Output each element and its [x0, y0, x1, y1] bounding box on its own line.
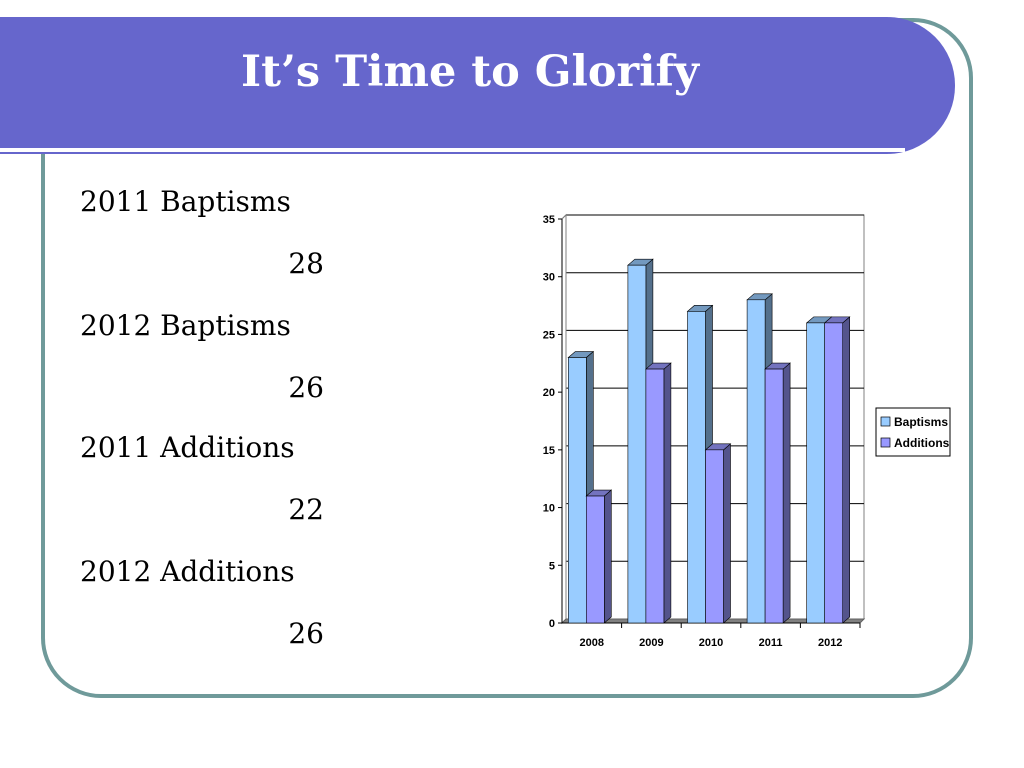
x-tick-label: 2011	[759, 637, 783, 649]
bar-side-additions-2011	[782, 362, 791, 624]
y-tick-label: 0	[549, 618, 555, 630]
bar-additions-2011	[764, 368, 784, 624]
y-tick-label: 15	[543, 445, 555, 457]
y-tick-label: 25	[543, 329, 555, 341]
y-tick-label: 20	[543, 387, 555, 399]
stat-label-2011-baptisms: 2011 Baptisms	[80, 185, 291, 218]
bar-side-additions-2010	[723, 443, 731, 624]
page-title: It’s Time to Glorify	[240, 47, 699, 97]
legend-box	[875, 407, 951, 457]
bar-baptisms-2011	[746, 299, 766, 624]
legend-label-baptisms: Baptisms	[894, 415, 948, 429]
bar-additions-2012	[824, 322, 844, 624]
chart-side-wall	[561, 213, 567, 625]
chart-legend: Baptisms Additions	[875, 407, 951, 457]
y-tick-label: 30	[543, 272, 555, 284]
bar-baptisms-2012	[806, 322, 826, 624]
bar-chart: 0 5 10 15 20 25 30 35 2008 2009 2010 2011 2012 Bapt…	[543, 213, 951, 649]
bar-additions-2010	[705, 449, 724, 624]
chart-axes	[560, 213, 866, 625]
chart-x-tick-labels: 2008 2009 2010 2011 2012	[580, 623, 861, 649]
chart-y-tick-labels: 0 5 10 15 20 25 30 35	[543, 214, 562, 630]
bar-additions-2009	[645, 368, 665, 624]
stat-value-2011-baptisms: 28	[288, 247, 324, 280]
bar-side-additions-2009	[663, 362, 672, 624]
x-tick-label: 2010	[699, 637, 723, 649]
title-rule	[0, 148, 905, 152]
stat-value-2012-baptisms: 26	[288, 371, 324, 404]
y-tick-label: 5	[549, 560, 555, 572]
legend-swatch-baptisms	[880, 416, 891, 427]
legend-label-additions: Additions	[894, 436, 950, 450]
bar-baptisms-2008	[567, 357, 587, 624]
stat-label-2012-additions: 2012 Additions	[80, 555, 295, 588]
title-banner	[0, 17, 955, 154]
bar-baptisms-2010	[687, 311, 706, 624]
x-tick-label: 2012	[818, 637, 842, 649]
stat-value-2011-additions: 22	[288, 493, 324, 526]
bar-side-additions-2008	[604, 489, 612, 624]
stat-label-2011-additions: 2011 Additions	[80, 431, 295, 464]
bar-additions-2008	[586, 495, 605, 624]
x-tick-label: 2009	[639, 637, 663, 649]
legend-swatch-additions	[880, 437, 891, 448]
bar-baptisms-2009	[627, 264, 647, 624]
y-tick-label: 10	[543, 503, 555, 515]
stat-label-2012-baptisms: 2012 Baptisms	[80, 309, 291, 342]
chart-bars	[567, 258, 851, 624]
bar-side-additions-2012	[842, 316, 851, 624]
x-tick-label: 2008	[580, 637, 604, 649]
y-tick-label: 35	[543, 214, 555, 226]
stat-value-2012-additions: 26	[288, 617, 324, 650]
